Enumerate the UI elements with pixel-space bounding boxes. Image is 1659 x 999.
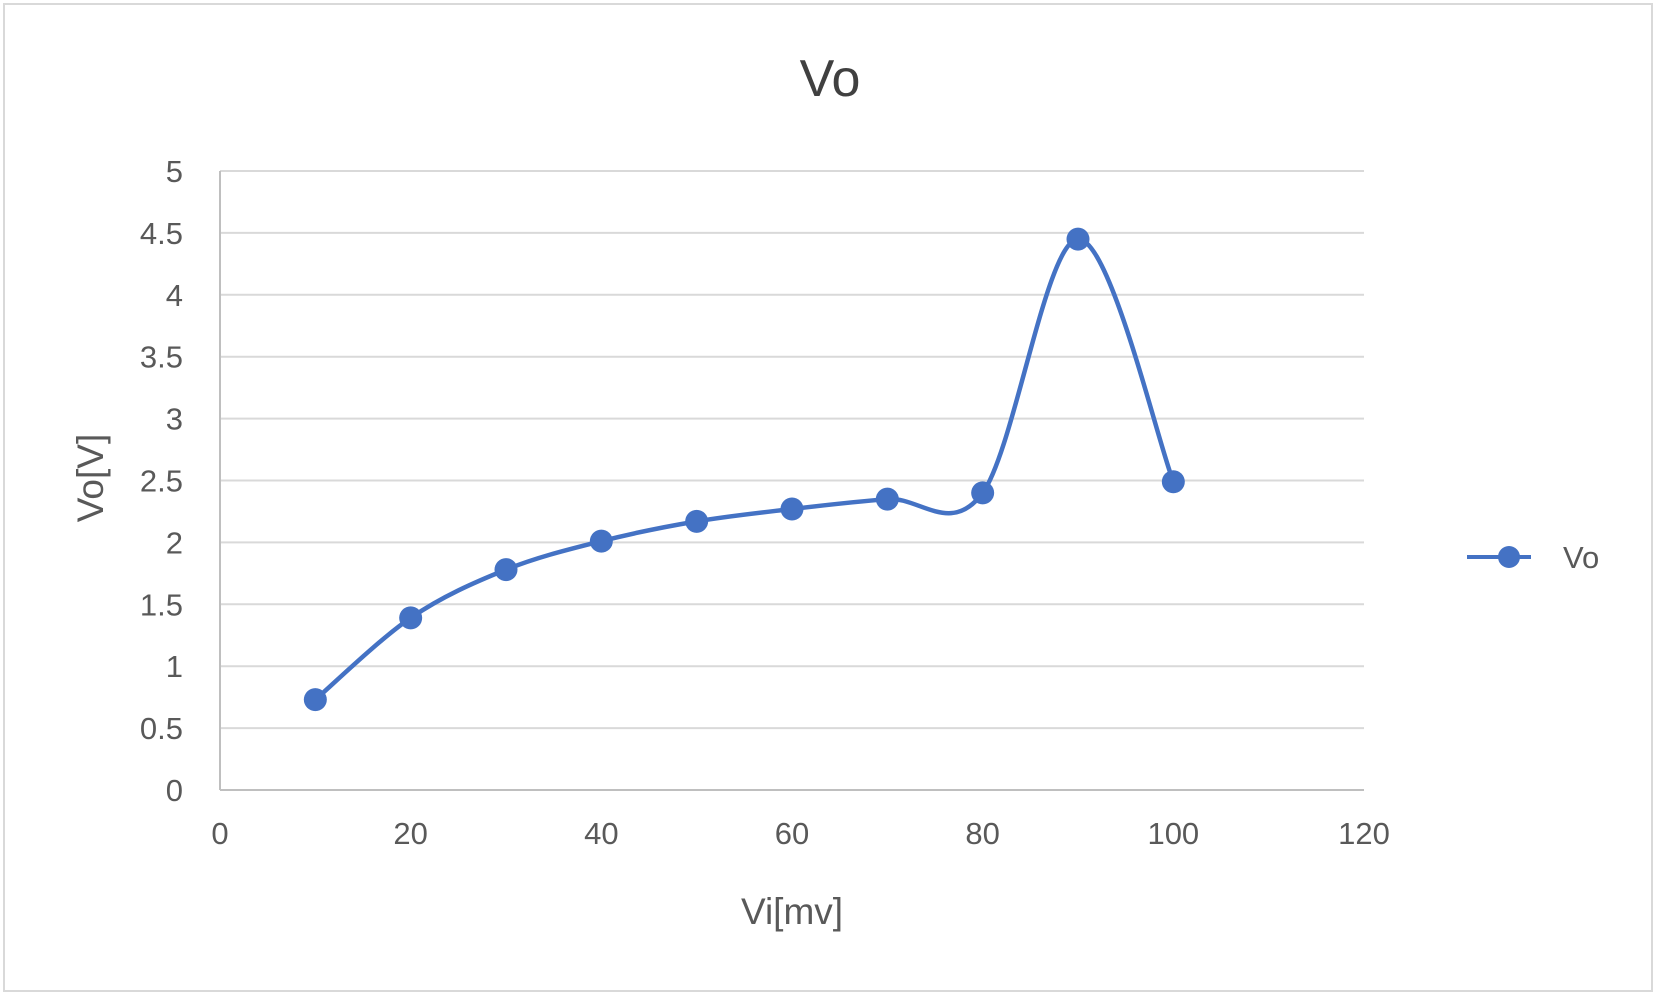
y-tick-label: 3.5 bbox=[140, 340, 183, 375]
legend-point-marker bbox=[1498, 546, 1520, 568]
x-tick-labels: 0 20 40 60 80 100 120 bbox=[211, 816, 1389, 851]
series-line-vo bbox=[313, 236, 1176, 702]
legend-label: Vo bbox=[1563, 540, 1599, 575]
y-tick-label: 1.5 bbox=[140, 587, 183, 622]
data-point bbox=[494, 558, 518, 582]
x-tick-label: 100 bbox=[1147, 816, 1199, 851]
y-tick-label: 0 bbox=[166, 773, 183, 808]
data-point bbox=[780, 497, 804, 521]
y-tick-label: 4.5 bbox=[140, 216, 183, 251]
data-point bbox=[971, 481, 995, 505]
data-point bbox=[685, 509, 709, 533]
y-tick-label: 2 bbox=[166, 525, 183, 560]
x-tick-label: 60 bbox=[775, 816, 809, 851]
y-axis-title: Vo[V] bbox=[70, 434, 111, 522]
x-axis-title: Vi[mv] bbox=[741, 891, 843, 932]
y-tick-label: 3 bbox=[166, 402, 183, 437]
data-point bbox=[875, 487, 899, 511]
y-tick-label: 2.5 bbox=[140, 464, 183, 499]
chart-frame bbox=[3, 3, 1653, 992]
x-tick-label: 20 bbox=[393, 816, 427, 851]
legend: Vo bbox=[1467, 540, 1599, 575]
data-point bbox=[1066, 227, 1090, 251]
chart-title: Vo bbox=[800, 50, 861, 108]
data-point bbox=[1161, 470, 1185, 494]
x-tick-label: 40 bbox=[584, 816, 618, 851]
y-tick-label: 5 bbox=[166, 154, 183, 189]
series-layer bbox=[303, 227, 1185, 712]
x-tick-label: 0 bbox=[211, 816, 228, 851]
y-tick-label: 1 bbox=[166, 649, 183, 684]
x-tick-label: 80 bbox=[965, 816, 999, 851]
y-tick-label: 0.5 bbox=[140, 711, 183, 746]
y-tick-label: 4 bbox=[166, 278, 183, 313]
x-tick-label: 120 bbox=[1338, 816, 1390, 851]
axes bbox=[219, 171, 1364, 791]
data-point bbox=[589, 529, 613, 553]
y-tick-labels: 0 0.5 1 1.5 2 2.5 3 3.5 4 4.5 5 bbox=[140, 154, 183, 808]
data-point bbox=[303, 688, 327, 712]
data-point bbox=[399, 606, 423, 630]
gridlines bbox=[220, 170, 1364, 730]
